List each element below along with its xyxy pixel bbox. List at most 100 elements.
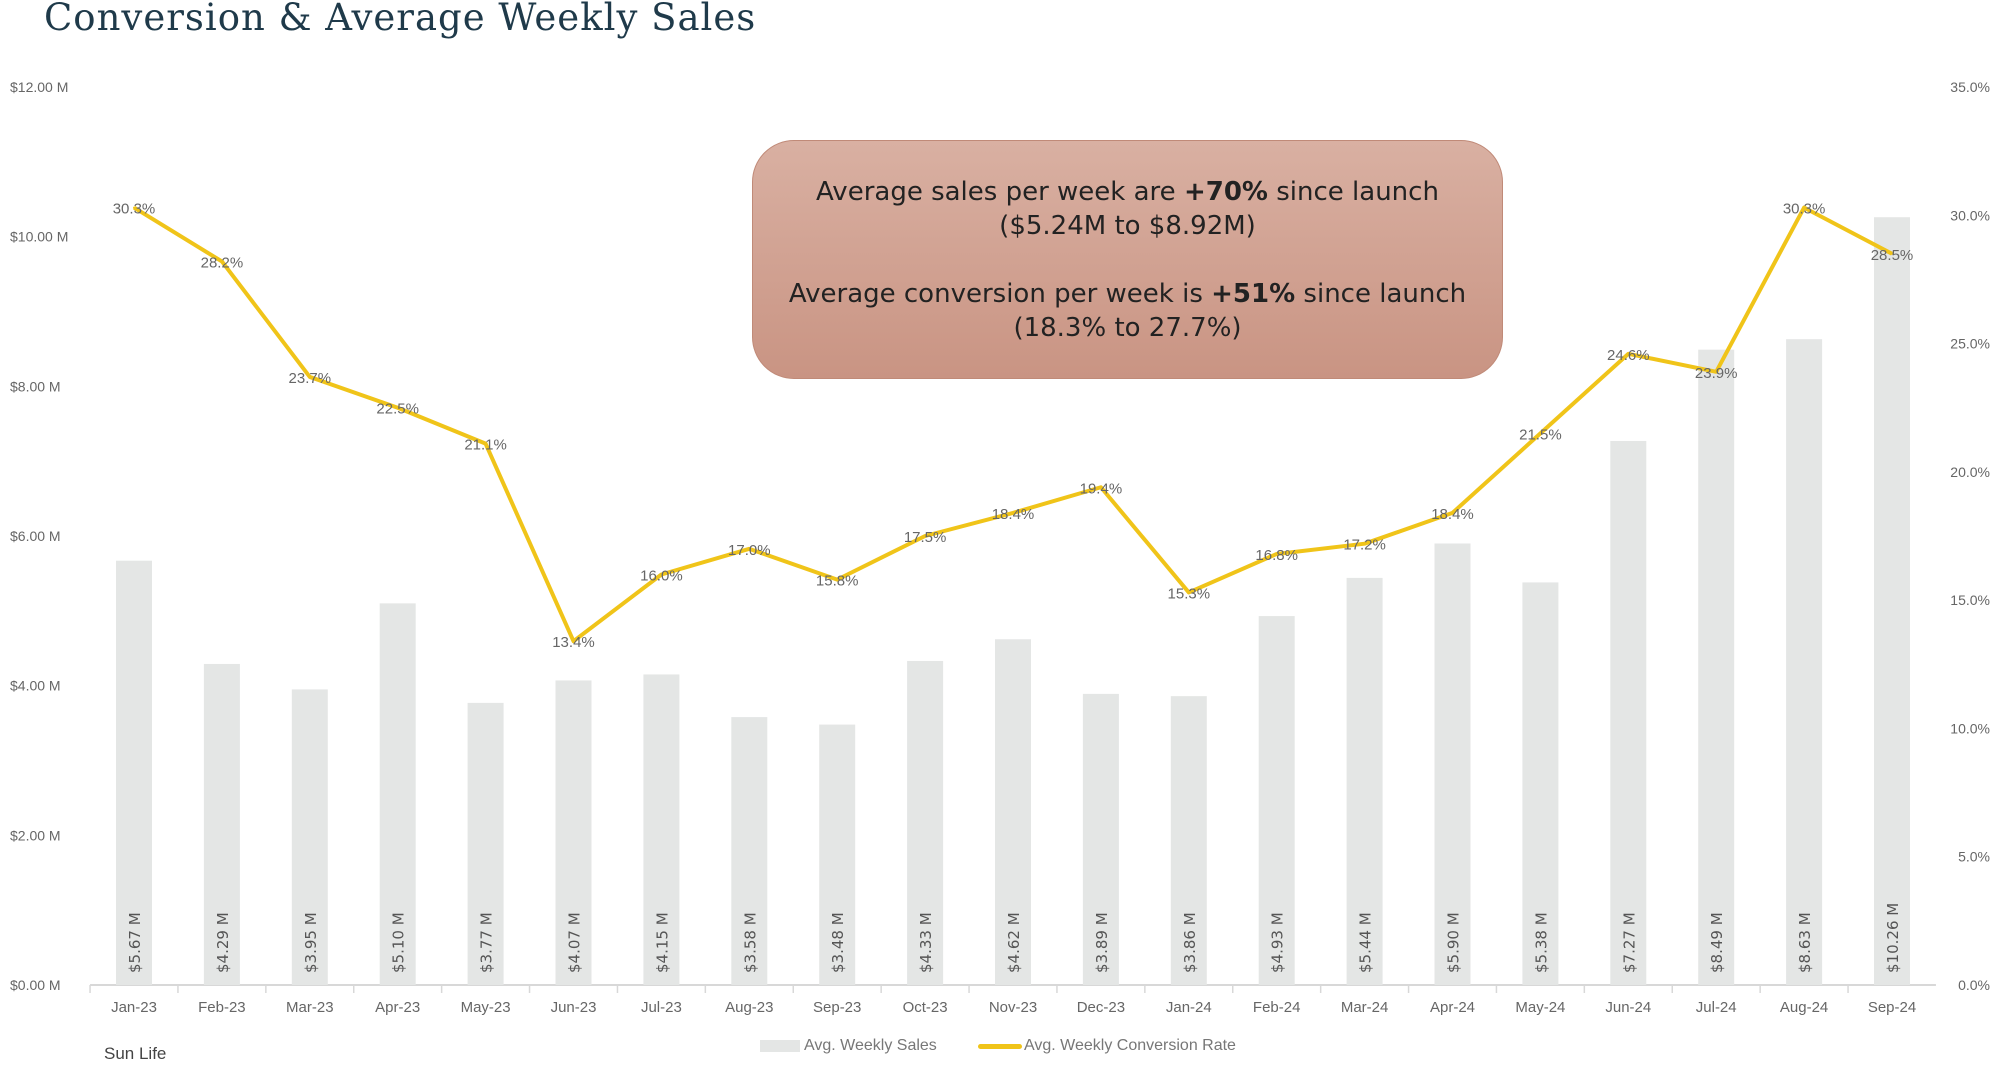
x-axis-tick-label: Sep-23 (813, 999, 861, 1016)
bar-Mar-24 (1346, 577, 1383, 985)
callout-sales-line: Average sales per week are +70% since la… (816, 175, 1439, 209)
bar-Jan-23 (116, 560, 152, 985)
x-axis-tick-label: Jan-24 (1166, 999, 1212, 1016)
bar-value-label: $3.77 M (478, 912, 496, 973)
left-axis-tick-label: $6.00 M (10, 528, 61, 544)
bar-value-label: $4.15 M (653, 912, 671, 973)
conversion-data-label: 19.4% (1080, 480, 1123, 497)
conversion-point-Sep-23 (836, 578, 839, 581)
bar-Mar-23 (291, 689, 328, 985)
conversion-data-label: 21.1% (464, 437, 507, 454)
right-axis-tick-label: 35.0% (1950, 79, 1990, 95)
callout-sales-range: ($5.24M to $8.92M) (999, 210, 1256, 241)
right-axis-tick-label: 20.0% (1950, 464, 1990, 480)
conversion-data-label: 17.2% (1343, 537, 1386, 554)
bar-Jun-24 (1610, 440, 1647, 985)
callout-text: since launch (1295, 278, 1467, 309)
left-axis-tick-label: $12.00 M (10, 79, 68, 95)
right-axis-tick-label: 0.0% (1958, 977, 1990, 993)
legend-line-swatch (978, 1043, 1022, 1049)
x-axis-tick-label: Dec-23 (1077, 999, 1125, 1016)
bar-value-label: $3.95 M (302, 912, 320, 973)
conversion-data-label: 17.0% (728, 542, 771, 559)
bar-value-label: $7.27 M (1620, 912, 1638, 973)
callout-box: Average sales per week are +70% since la… (752, 140, 1503, 379)
legend-label: Avg. Weekly Sales (804, 1037, 937, 1054)
bar-value-label: $3.89 M (1093, 912, 1111, 973)
conversion-data-label: 16.0% (640, 567, 683, 584)
left-axis-tick-label: $0.00 M (10, 977, 61, 993)
conversion-point-May-24 (1539, 432, 1542, 435)
bar-Aug-23 (731, 717, 768, 985)
bar-value-label: $5.67 M (126, 912, 144, 973)
bar-value-label: $4.62 M (1005, 912, 1023, 973)
legend-item-sales: Avg. Weekly Sales (760, 1037, 937, 1055)
right-axis-tick-label: 25.0% (1950, 336, 1990, 352)
conversion-data-label: 23.7% (289, 370, 332, 387)
bar-value-label: $5.90 M (1445, 912, 1463, 973)
x-axis-tick-label: Aug-23 (725, 999, 773, 1016)
conversion-point-Jun-23 (572, 640, 575, 643)
conversion-data-label: 15.3% (1168, 585, 1211, 602)
conversion-point-Apr-23 (396, 406, 399, 409)
bar-Oct-23 (907, 660, 944, 985)
bar-value-label: $3.86 M (1181, 912, 1199, 973)
x-axis-tick-label: Mar-23 (286, 999, 334, 1016)
conversion-point-Oct-23 (924, 535, 927, 537)
x-axis-tick-label: May-24 (1515, 999, 1565, 1016)
bar-value-label: $4.07 M (566, 912, 584, 973)
conversion-data-label: 18.4% (992, 506, 1035, 523)
conversion-data-label: 28.5% (1871, 247, 1914, 264)
conversion-data-label: 17.5% (904, 529, 947, 546)
x-axis-tick-label: Sep-24 (1868, 999, 1916, 1016)
bar-value-label: $3.58 M (741, 912, 759, 973)
bar-Dec-23 (1082, 693, 1119, 985)
conversion-point-Jun-24 (1627, 352, 1630, 355)
x-axis-tick-label: May-23 (461, 999, 511, 1016)
conversion-point-Feb-24 (1275, 552, 1278, 555)
x-axis-tick-label: Jun-24 (1605, 999, 1651, 1016)
bar-value-label: $4.93 M (1269, 912, 1287, 973)
x-axis-tick-label: Feb-23 (198, 999, 246, 1016)
left-axis-tick-label: $4.00 M (10, 678, 61, 694)
conversion-point-Jan-24 (1187, 591, 1190, 594)
bar-Feb-24 (1258, 616, 1295, 985)
right-axis-tick-label: 10.0% (1950, 720, 1990, 736)
conversion-data-label: 28.2% (201, 254, 244, 271)
x-axis-tick-label: Jul-23 (641, 999, 682, 1016)
conversion-point-Aug-23 (748, 547, 751, 550)
conversion-point-Dec-23 (1099, 486, 1102, 489)
conversion-point-Apr-24 (1451, 511, 1454, 514)
callout-text: Average sales per week are (816, 176, 1184, 207)
conversion-data-label: 16.8% (1255, 547, 1298, 564)
callout-conversion-range: (18.3% to 27.7%) (1013, 312, 1242, 343)
x-axis-tick-label: Feb-24 (1253, 999, 1301, 1016)
x-axis-tick-label: Jun-23 (551, 999, 597, 1016)
conversion-point-Feb-23 (220, 260, 223, 263)
conversion-point-Jul-23 (660, 573, 663, 576)
x-axis-tick-label: Aug-24 (1780, 999, 1828, 1016)
conversion-data-label: 30.3% (113, 201, 156, 218)
conversion-data-label: 23.9% (1695, 365, 1738, 382)
x-axis-tick-label: Jul-24 (1696, 999, 1737, 1016)
conversion-data-label: 15.8% (816, 573, 859, 590)
footer-brand: Sun Life (104, 1044, 167, 1063)
chart-title: Conversion & Average Weekly Sales (44, 0, 757, 39)
conversion-data-label: 18.4% (1431, 506, 1474, 523)
left-axis-tick-label: $2.00 M (10, 827, 61, 843)
bar-value-label: $5.38 M (1532, 912, 1550, 973)
bar-Aug-24 (1786, 339, 1823, 985)
x-axis-tick-label: Oct-23 (903, 999, 948, 1016)
left-axis-tick-label: $8.00 M (10, 378, 61, 394)
bar-value-label: $5.10 M (390, 912, 408, 973)
bar-value-label: $3.48 M (829, 912, 847, 973)
legend-item-conversion: Avg. Weekly Conversion Rate (978, 1037, 1236, 1055)
legend-bar-swatch (760, 1040, 800, 1052)
bar-Feb-23 (203, 663, 240, 985)
right-axis-tick-label: 15.0% (1950, 592, 1990, 608)
right-axis-tick-label: 5.0% (1958, 849, 1990, 865)
callout-text: since launch (1267, 176, 1439, 207)
bar-value-label: $8.63 M (1796, 912, 1814, 973)
x-axis-tick-label: Apr-24 (1430, 999, 1475, 1016)
conversion-point-Nov-23 (1012, 511, 1014, 514)
